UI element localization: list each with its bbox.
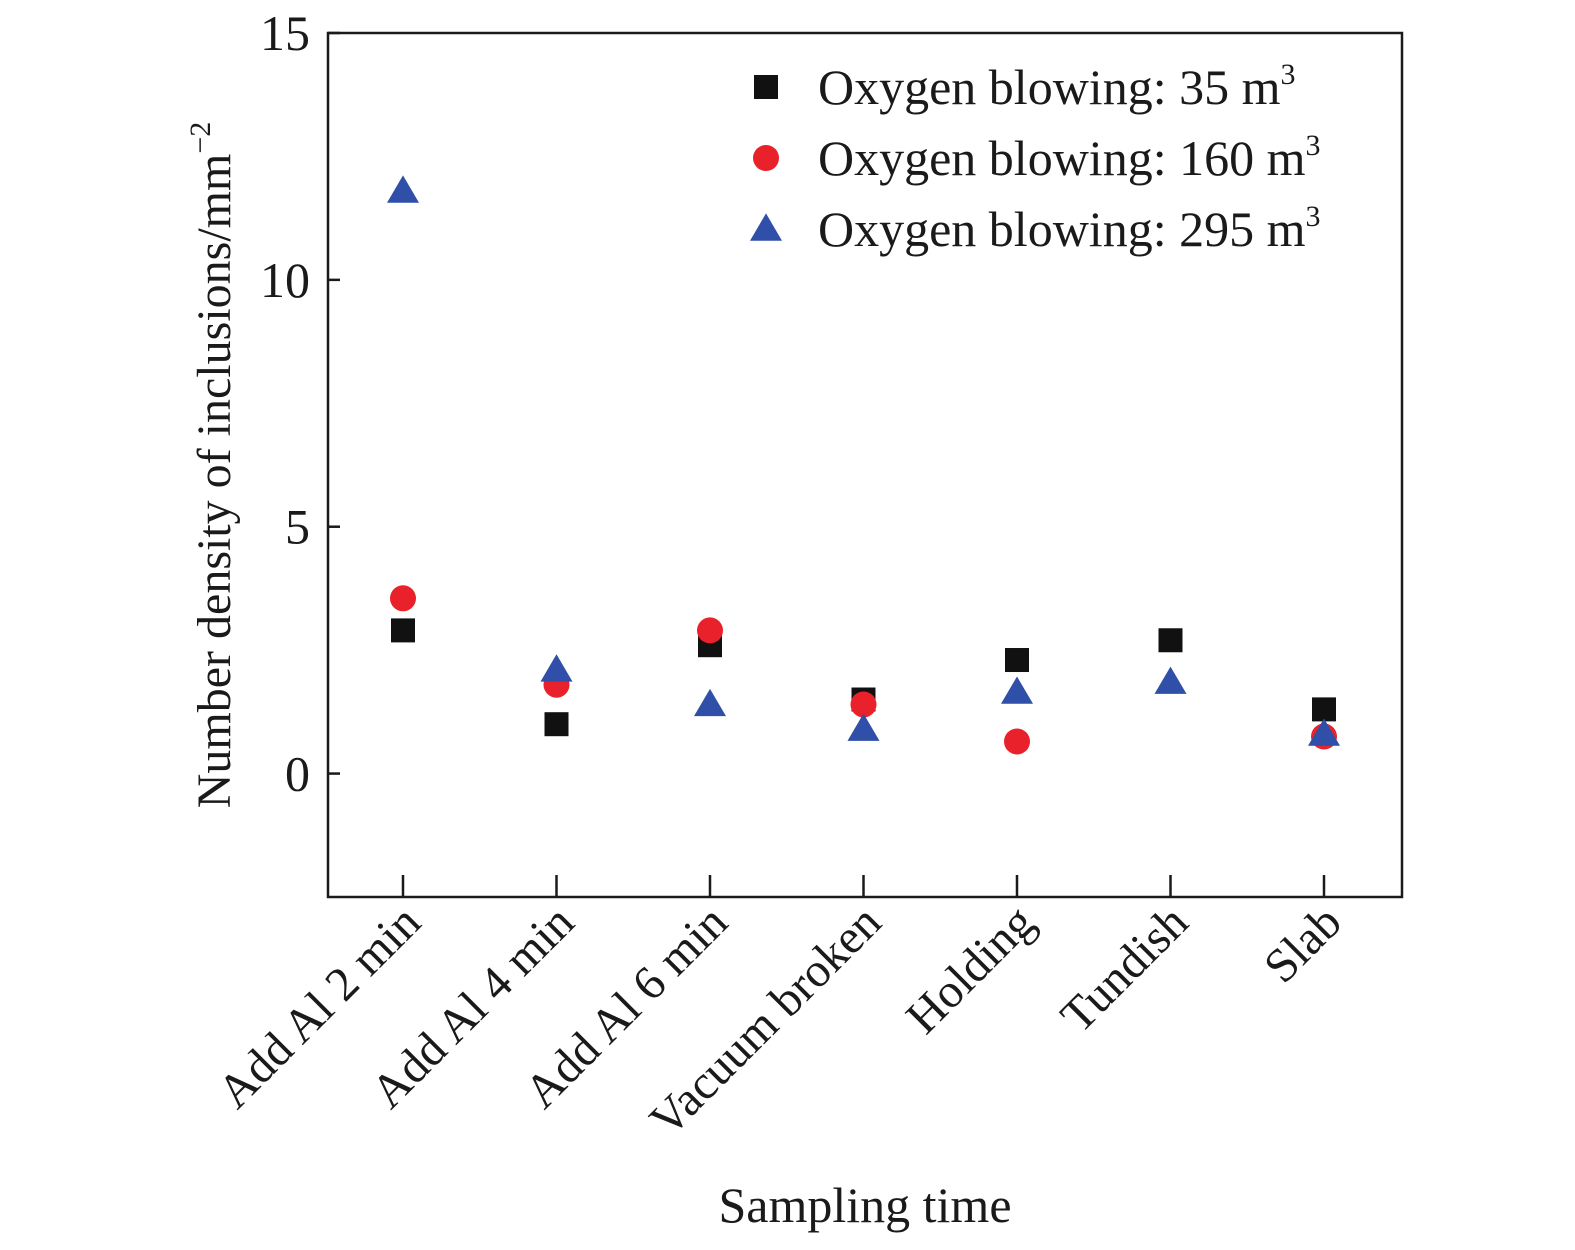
x-tick-label: Slab <box>1254 895 1352 993</box>
data-point-circle <box>1004 728 1030 755</box>
y-tick-label: 10 <box>260 252 310 308</box>
data-point-triangle <box>847 713 880 741</box>
y-axis-label: Number density of inclusions/mm−2 <box>184 122 241 809</box>
legend-marker-square <box>754 75 778 99</box>
y-tick-label: 15 <box>260 5 310 61</box>
data-point-triangle <box>1001 676 1033 704</box>
y-tick-label: 5 <box>285 499 310 555</box>
data-point-circle <box>850 691 877 718</box>
x-axis-label: Sampling time <box>718 1177 1011 1233</box>
legend-marker-circle <box>753 145 779 171</box>
x-tick-label: Tundish <box>1051 895 1199 1043</box>
y-axis-label-main: Number density of inclusions/mm <box>188 154 241 809</box>
data-points <box>387 175 1340 755</box>
data-point-circle <box>390 585 416 612</box>
data-point-triangle <box>540 654 573 682</box>
y-axis-label-superscript: −2 <box>184 122 217 154</box>
data-point-triangle <box>694 688 726 717</box>
y-tick-label: 0 <box>285 746 310 802</box>
data-point-circle <box>697 617 723 644</box>
legend: Oxygen blowing: 35 m3 Oxygen blowing: 160… <box>750 58 1320 257</box>
legend-label: Oxygen blowing: 160 m3 <box>818 129 1320 186</box>
data-point-triangle <box>387 175 419 203</box>
data-point-square <box>391 618 415 643</box>
data-point-square <box>1312 697 1336 722</box>
data-point-triangle <box>1308 718 1340 746</box>
data-point-square <box>1005 648 1029 673</box>
data-point-square <box>1158 628 1183 653</box>
data-point-triangle <box>1154 666 1187 694</box>
legend-label: Oxygen blowing: 295 m3 <box>818 200 1320 257</box>
legend-marker-triangle <box>750 213 782 241</box>
x-tick-label: Holding <box>896 895 1045 1044</box>
legend-label: Oxygen blowing: 35 m3 <box>818 58 1295 115</box>
plot-frame <box>326 31 1404 899</box>
data-point-square <box>544 712 569 737</box>
y-axis: 0 5 10 15 <box>260 5 340 802</box>
